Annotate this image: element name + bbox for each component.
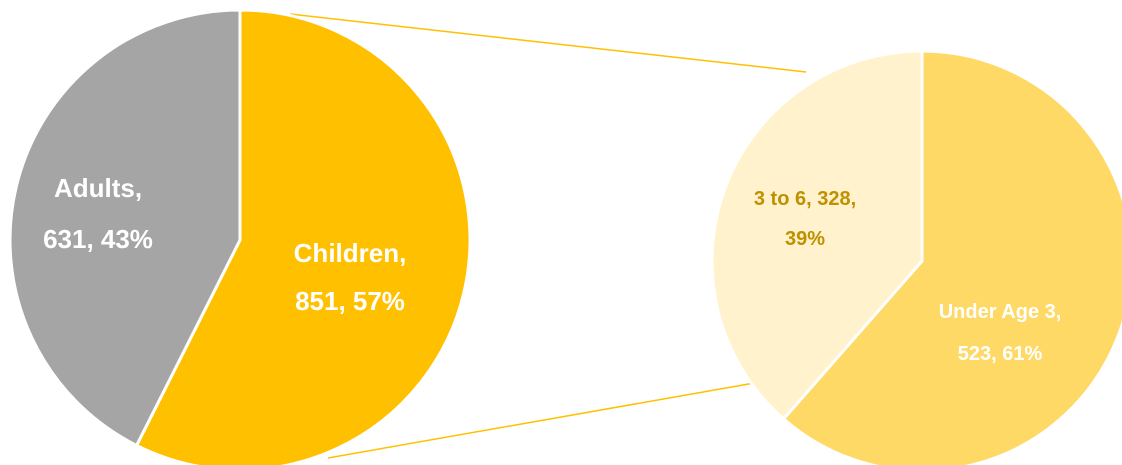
three-to-six-label-line2: 39% [785,228,825,250]
main-pie [8,8,472,465]
three-to-six-label-line1: 3 to 6, 328, [754,188,856,210]
pie-slice-3-to-6 [710,49,924,422]
pie-slice-adults [8,8,242,448]
connector-line-bottom [327,381,761,459]
pie-connector-lines [289,13,807,459]
adults-label-line2: 631, 43% [43,224,153,254]
pie-slice-under-age-3 [781,49,1122,465]
under-age-3-label-line1: Under Age 3, [939,301,1062,323]
pie-slice-children [134,8,472,465]
children-breakdown-pie [710,49,1122,465]
under-age-3-label-line2: 523, 61% [958,343,1043,365]
children-label-line2: 851, 57% [295,286,405,316]
connector-line-top [289,13,807,73]
children-label-line1: Children, [294,238,407,268]
adults-label-line1: Adults, [54,173,142,203]
